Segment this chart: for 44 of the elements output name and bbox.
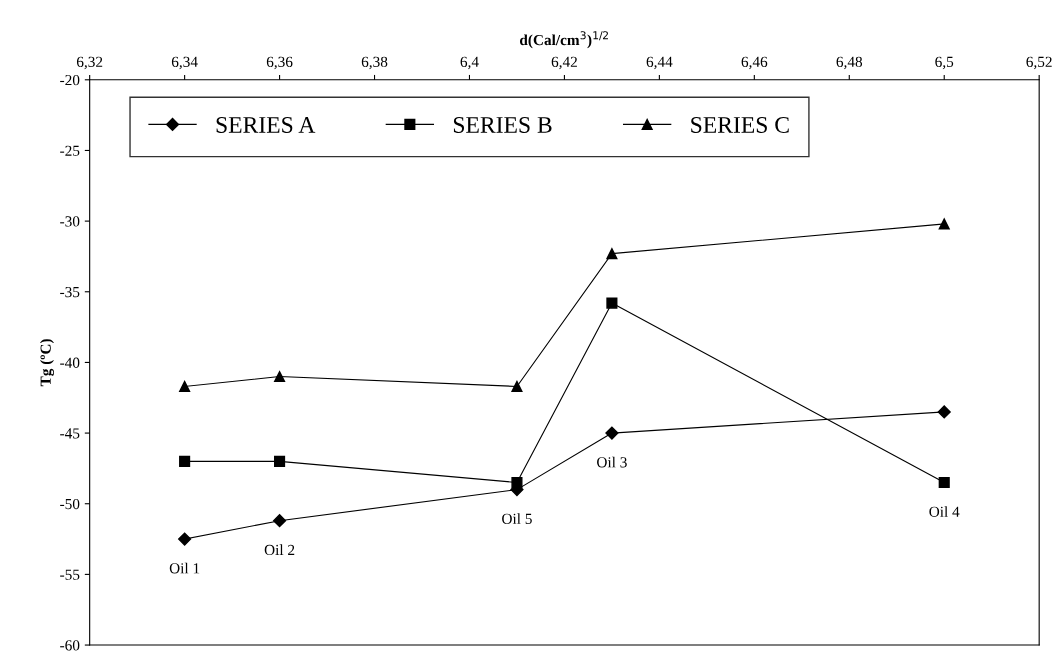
point bbox=[179, 455, 191, 467]
x-tick-label: 6,4 bbox=[460, 56, 479, 70]
y-tick-label: -55 bbox=[60, 569, 80, 580]
point bbox=[938, 476, 950, 489]
point bbox=[511, 380, 523, 393]
x-tick-label: 6,38 bbox=[361, 56, 388, 70]
point bbox=[938, 218, 950, 230]
point bbox=[937, 405, 951, 419]
y-tick-label: -25 bbox=[60, 145, 80, 156]
annotation: Oil 1 bbox=[169, 562, 200, 574]
x-tick-label: 6,32 bbox=[76, 56, 103, 70]
point bbox=[274, 371, 286, 383]
x-tick-label: 6,36 bbox=[266, 56, 293, 70]
y-tick-label: -30 bbox=[60, 216, 80, 227]
legend-label: SERIES A bbox=[216, 117, 316, 133]
point bbox=[605, 426, 619, 440]
annotation: Oil 5 bbox=[502, 513, 532, 524]
point bbox=[178, 532, 192, 546]
y-axis-title: Tg (ºC) bbox=[40, 339, 55, 387]
x-tick-label: 6,44 bbox=[646, 56, 673, 70]
point bbox=[272, 514, 287, 528]
point bbox=[179, 380, 191, 393]
point bbox=[606, 297, 618, 309]
y-tick-label: -45 bbox=[60, 428, 80, 439]
point bbox=[606, 248, 618, 260]
x-tick-label: 6,46 bbox=[741, 56, 768, 70]
y-tick-label: -60 bbox=[60, 640, 80, 651]
point bbox=[511, 476, 523, 489]
legend-label: SERIES B bbox=[453, 117, 552, 133]
x-tick-label: 6,52 bbox=[1026, 56, 1052, 70]
y-tick-label: -35 bbox=[60, 286, 80, 298]
x-tick-label: 6,48 bbox=[836, 56, 863, 70]
x-axis-title: d(Cal/cm$^{3}$)$^{1/2}$ bbox=[519, 31, 608, 49]
annotation: Oil 4 bbox=[929, 506, 960, 517]
y-tick-label: -50 bbox=[60, 498, 80, 510]
x-tick-label: 6,42 bbox=[551, 56, 577, 70]
y-tick-label: -40 bbox=[60, 357, 80, 368]
legend-label: SERIES C bbox=[691, 117, 789, 133]
annotation: Oil 2 bbox=[264, 544, 295, 556]
point bbox=[274, 455, 286, 467]
annotation: Oil 3 bbox=[597, 456, 627, 468]
x-tick-label: 6,5 bbox=[935, 56, 954, 70]
x-tick-label: 6,34 bbox=[171, 56, 198, 70]
y-tick-label: -20 bbox=[60, 74, 80, 86]
